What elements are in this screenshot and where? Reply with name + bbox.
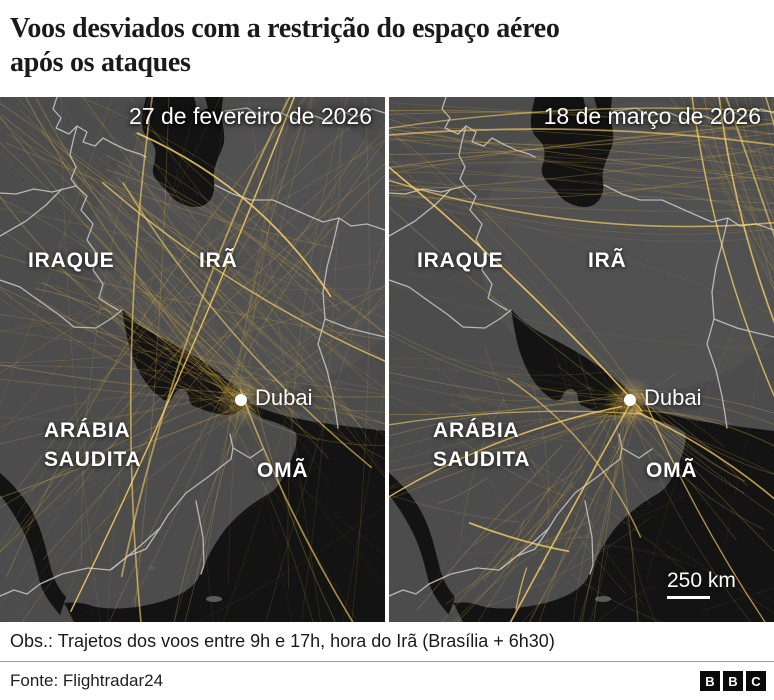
bbc-logo-block: C <box>746 671 766 691</box>
bbc-logo: B B C <box>700 671 766 691</box>
map-after: 18 de março de 2026 IRAQUE IRÃ ARÁBIA SA… <box>389 97 774 622</box>
map-before-canvas <box>0 97 385 622</box>
bbc-logo-block: B <box>700 671 720 691</box>
bbc-logo-block: B <box>723 671 743 691</box>
divider <box>0 661 774 662</box>
footnote: Obs.: Trajetos dos voos entre 9h e 17h, … <box>0 622 774 661</box>
source-attribution: Fonte: Flightradar24 <box>10 671 164 690</box>
title-line-1: Voos desviados com a restrição do espaço… <box>10 13 560 44</box>
map-before: 27 de fevereiro de 2026 IRAQUE IRÃ ARÁBI… <box>0 97 385 622</box>
title-line-2: após os ataques <box>10 47 191 78</box>
page-title: Voos desviados com a restrição do espaço… <box>0 0 774 97</box>
footer: Fonte: Flightradar24 B B C <box>0 662 774 700</box>
map-after-canvas <box>389 97 774 622</box>
